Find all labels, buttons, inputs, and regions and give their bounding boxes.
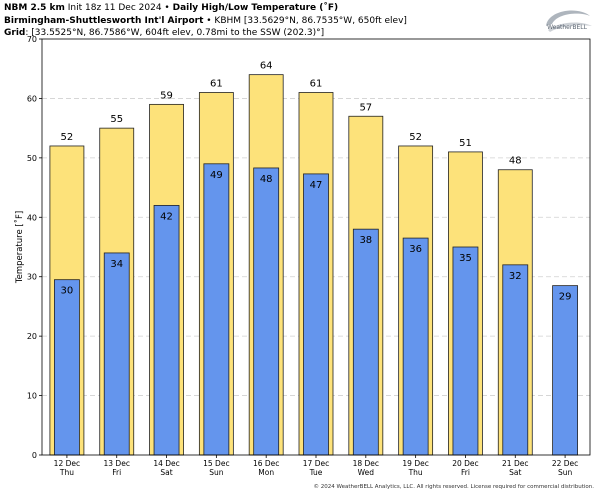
y-axis-label: Temperature [˚F] — [14, 211, 25, 284]
high-temp-label: 48 — [509, 156, 522, 167]
x-tick-date: 18 Dec — [353, 459, 379, 468]
y-tick-label: 30 — [27, 273, 37, 282]
low-temp-bar — [54, 279, 80, 456]
y-tick-label: 50 — [27, 154, 37, 163]
high-temp-label: 55 — [110, 114, 123, 125]
x-tick-date: 17 Dec — [303, 459, 329, 468]
x-tick-date: 14 Dec — [153, 459, 179, 468]
y-tick-label: 0 — [32, 451, 37, 460]
x-tick-date: 13 Dec — [104, 459, 130, 468]
high-temp-label: 57 — [359, 102, 372, 113]
x-tick-date: 15 Dec — [203, 459, 229, 468]
low-temp-bar — [153, 204, 180, 456]
low-temp-label: 42 — [160, 211, 173, 222]
low-temp-bar — [452, 246, 479, 456]
x-tick-day: Sat — [160, 468, 172, 477]
low-temp-label: 36 — [409, 244, 422, 255]
y-axis: 0 10 20 30 40 50 60 70 — [27, 35, 42, 460]
high-temp-label: 51 — [459, 138, 472, 149]
low-temp-label: 35 — [459, 253, 472, 264]
low-temp-label: 30 — [61, 286, 74, 297]
x-tick-day: Sun — [209, 468, 224, 477]
low-temp-label: 34 — [110, 259, 123, 270]
x-tick-day: Tue — [309, 468, 323, 477]
x-tick-day: Wed — [358, 468, 375, 477]
bars — [49, 74, 578, 456]
high-temp-label: 61 — [210, 78, 223, 89]
low-temp-label: 47 — [310, 180, 323, 191]
low-temp-bar — [352, 228, 379, 456]
logo-text: WeatherBELL — [547, 24, 588, 31]
header-line-3: Grid: [33.5525°N, 86.7586°W, 604ft elev,… — [4, 28, 325, 38]
y-tick-label: 10 — [27, 392, 37, 401]
header-line-2: Birmingham-Shuttlesworth Int'l Airport •… — [4, 15, 407, 26]
x-tick-date: 21 Dec — [502, 459, 528, 468]
x-tick-date: 16 Dec — [253, 459, 279, 468]
low-temp-bar — [253, 167, 280, 456]
x-tick-day: Fri — [112, 468, 121, 477]
copyright-notice: © 2024 WeatherBELL Analytics, LLC. All r… — [313, 484, 594, 490]
high-temp-label: 64 — [260, 61, 273, 72]
low-temp-bar — [203, 163, 230, 456]
high-temp-label: 59 — [160, 90, 173, 101]
y-tick-label: 20 — [27, 332, 37, 341]
x-tick-day: Mon — [258, 468, 274, 477]
low-temp-label: 38 — [359, 235, 372, 246]
high-temp-label: 52 — [61, 132, 74, 143]
low-temp-label: 48 — [260, 174, 273, 185]
low-temp-bar — [103, 252, 130, 456]
data-labels: 52 30 55 34 59 42 61 49 64 48 61 47 57 38 52 36 51 35 48 32… — [61, 61, 572, 303]
chart-header: NBM 2.5 km Init 18z 11 Dec 2024 • Daily … — [4, 2, 407, 40]
x-tick-date: 19 Dec — [402, 459, 428, 468]
header-line-1: NBM 2.5 km Init 18z 11 Dec 2024 • Daily … — [4, 3, 339, 13]
y-tick-label: 70 — [27, 35, 37, 44]
x-tick-day: Sat — [509, 468, 521, 477]
x-tick-day: Sun — [558, 468, 573, 477]
low-temp-label: 32 — [509, 271, 522, 282]
y-tick-label: 60 — [27, 94, 37, 103]
x-tick-day: Thu — [408, 468, 423, 477]
low-temp-bar — [552, 285, 578, 456]
low-temp-label: 29 — [559, 292, 572, 303]
x-tick-date: 22 Dec — [552, 459, 578, 468]
x-tick-day: Thu — [59, 468, 74, 477]
x-tick-day: Fri — [461, 468, 470, 477]
y-tick-label: 40 — [27, 213, 37, 222]
high-temp-label: 52 — [409, 132, 422, 143]
low-temp-label: 49 — [210, 170, 223, 181]
x-tick-date: 20 Dec — [452, 459, 478, 468]
low-temp-bar — [502, 264, 529, 456]
low-temp-bar — [402, 237, 429, 456]
x-tick-date: 12 Dec — [54, 459, 80, 468]
weatherbell-logo: WeatherBELL — [546, 10, 592, 32]
high-temp-label: 61 — [310, 78, 323, 89]
low-temp-bar — [303, 173, 329, 456]
